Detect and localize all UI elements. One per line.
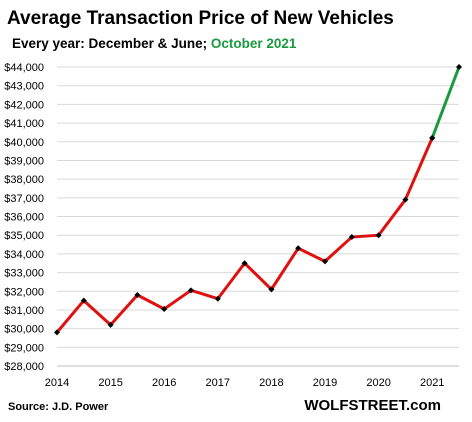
y-tick-label: $34,000 (4, 249, 44, 261)
y-tick-label: $42,000 (4, 99, 44, 111)
x-tick-label: 2019 (313, 377, 337, 389)
data-point (268, 286, 275, 293)
subtitle-text: Every year: December & June; (12, 36, 211, 51)
data-point (214, 295, 221, 302)
watermark: WOLFSTREET.com (304, 397, 441, 414)
data-point (54, 329, 60, 336)
x-tick-label: 2021 (420, 377, 444, 389)
chart-title: Average Transaction Price of New Vehicle… (7, 8, 394, 29)
data-markers (54, 64, 462, 336)
y-tick-label: $43,000 (4, 81, 44, 93)
data-point (241, 260, 248, 267)
data-point (107, 321, 114, 328)
series-lines (55, 65, 461, 334)
x-tick-label: 2016 (152, 377, 176, 389)
y-tick-label: $30,000 (4, 324, 44, 336)
chart-subtitle: Every year: December & June; October 202… (12, 36, 297, 51)
y-tick-label: $41,000 (4, 118, 44, 130)
data-point (456, 64, 462, 70)
y-tick-label: $40,000 (4, 137, 44, 149)
x-tick-label: 2017 (206, 377, 230, 389)
y-tick-label: $35,000 (4, 230, 44, 242)
y-tick-label: $31,000 (4, 305, 44, 317)
gridlines (57, 66, 459, 348)
x-axis-ticks: 2014 2015 2016 2017 2018 2019 2020 2021 (45, 377, 445, 389)
data-point (161, 306, 168, 313)
data-point (322, 258, 328, 265)
y-tick-label: $29,000 (4, 342, 44, 354)
y-tick-label: $39,000 (4, 155, 44, 167)
y-tick-label: $33,000 (4, 268, 44, 280)
y-tick-label: $36,000 (4, 212, 44, 224)
subtitle-highlight: October 2021 (211, 36, 297, 51)
y-tick-label: $32,000 (4, 286, 44, 298)
x-tick-label: 2014 (45, 377, 69, 389)
y-tick-label: $28,000 (4, 361, 44, 373)
x-tick-label: 2020 (366, 377, 390, 389)
y-axis-ticks: $28,000 $29,000 $30,000 $31,000 $32,000 $33,0… (4, 62, 44, 373)
data-point (134, 291, 141, 298)
data-point (188, 287, 194, 294)
data-point (429, 135, 436, 142)
data-point (295, 245, 302, 252)
x-tick-label: 2015 (98, 377, 122, 389)
data-point (80, 297, 87, 304)
x-tick-label: 2018 (259, 377, 283, 389)
series-line-1 (430, 65, 461, 140)
y-tick-label: $38,000 (4, 174, 44, 186)
data-point (348, 234, 355, 241)
y-tick-label: $44,000 (4, 62, 44, 74)
data-point (375, 232, 382, 239)
data-point (402, 196, 409, 203)
y-tick-label: $37,000 (4, 193, 44, 205)
source-note: Source: J.D. Power (8, 401, 109, 413)
